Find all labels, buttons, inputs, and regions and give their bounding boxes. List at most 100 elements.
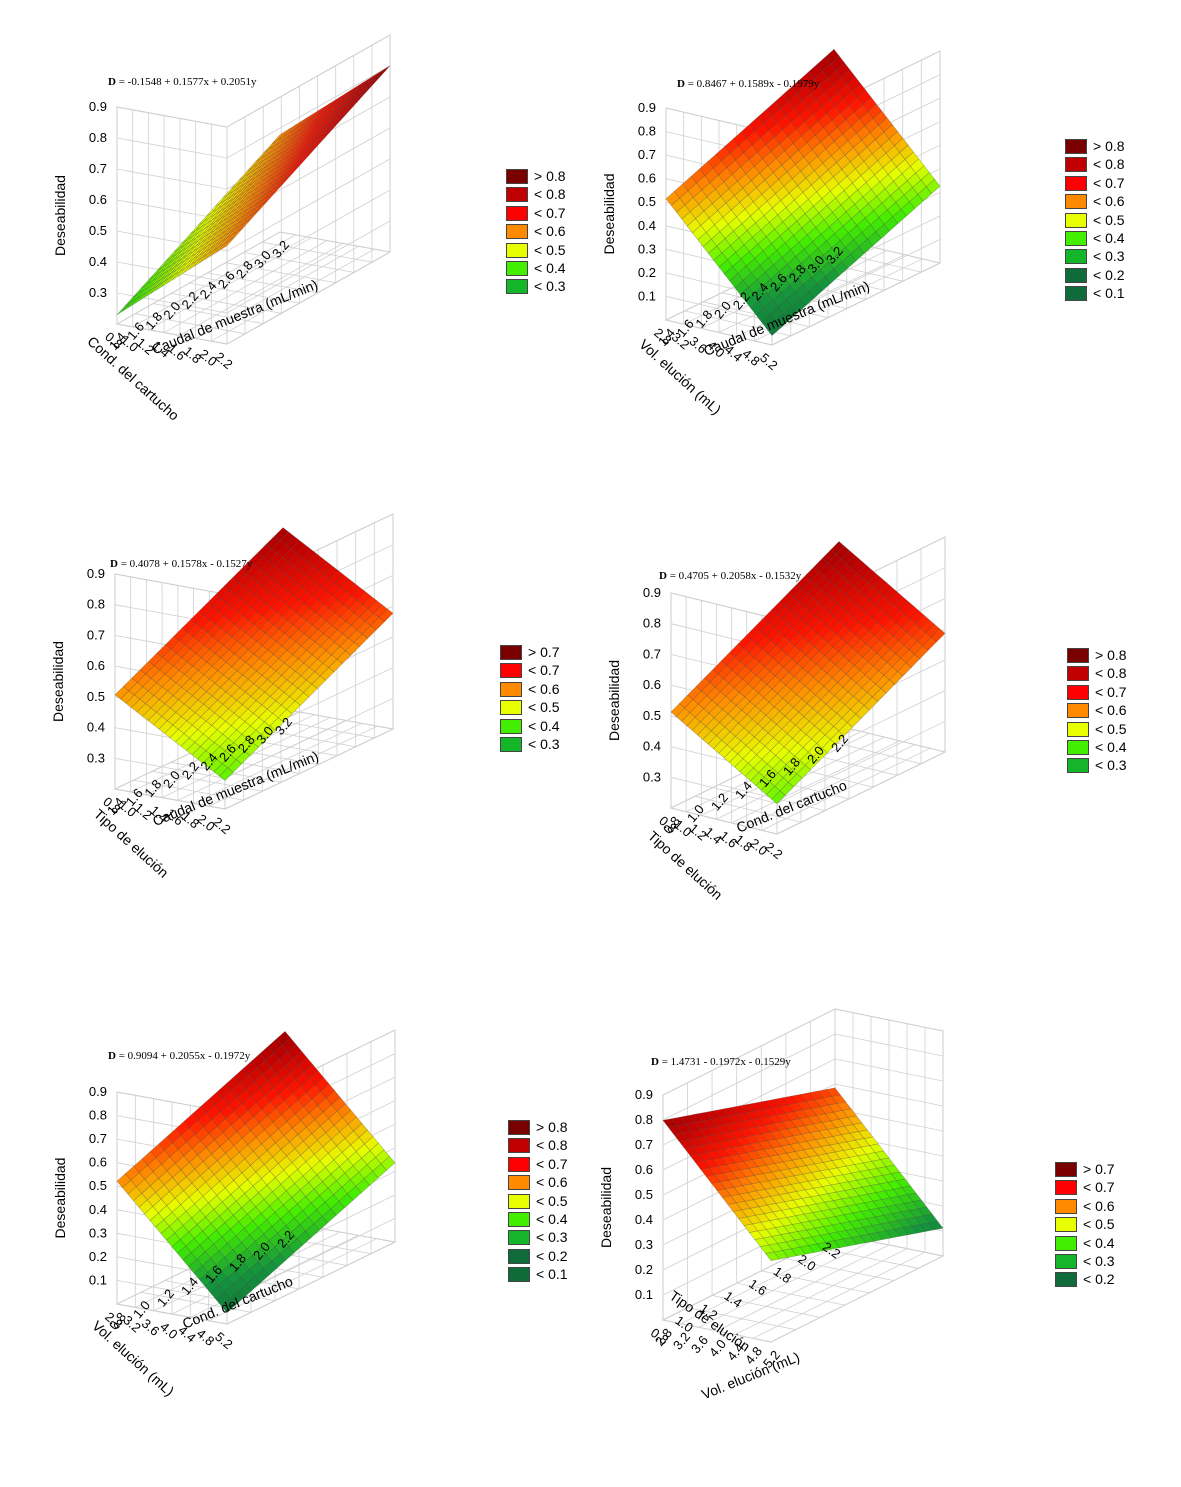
legend-swatch [500,645,522,660]
legend-swatch [506,242,528,258]
z-tick-label: 0.1 [635,1287,653,1302]
legend-item: < 0.3 [1067,757,1157,774]
legend-swatch [1065,194,1087,210]
legend-item: < 0.1 [1065,285,1155,302]
chart-surface-plot: 0.10.20.30.40.50.60.70.80.92.83.23.64.04… [601,48,942,418]
legend-item: > 0.7 [1055,1161,1145,1178]
legend-label: > 0.8 [534,168,566,184]
legend-swatch [508,1212,530,1227]
legend-swatch [506,169,528,184]
legend-swatch [1065,139,1087,154]
chart-surface-plot: 0.10.20.30.40.50.60.70.80.90.81.01.21.41… [598,1008,945,1402]
legend-label: < 0.6 [1095,702,1127,719]
legend-swatch [1065,157,1087,173]
surface-mesh [116,1030,396,1314]
legend-swatch [500,718,522,734]
z-tick-label: 0.9 [643,585,661,600]
legend-swatch [1067,758,1089,774]
legend-item: < 0.8 [508,1137,598,1154]
legend-item: < 0.5 [1065,212,1155,229]
z-tick-label: 0.7 [89,161,107,176]
legend-label: < 0.8 [1093,156,1125,173]
surface-cell [925,178,941,195]
z-tick-label: 0.5 [635,1187,653,1202]
legend-swatch [508,1156,530,1172]
legend-item: > 0.8 [1065,138,1155,155]
legend-item: < 0.4 [506,260,596,277]
z-tick-label: 0.4 [89,254,107,269]
legend-item: < 0.4 [1067,739,1157,756]
z-tick-label: 0.9 [87,566,105,581]
legend-item: > 0.8 [1067,647,1157,664]
z-tick-label: 0.7 [638,147,656,162]
legend-label: < 0.6 [528,680,560,697]
legend-item: < 0.7 [500,662,590,679]
legend-swatch [506,261,528,276]
z-tick-label: 0.5 [643,708,661,723]
z-tick-label: 0.7 [643,646,661,661]
surface-mesh [665,48,941,337]
y-tick-label: 2.2 [212,349,235,372]
legend-swatch [506,187,528,203]
legend-label: < 0.5 [1083,1216,1115,1233]
legend-item: < 0.5 [506,242,596,259]
legend-label: < 0.5 [536,1192,568,1209]
legend-item: > 0.8 [508,1119,598,1136]
legend-swatch [506,205,528,221]
legend-item: < 0.8 [1067,665,1157,682]
y-gridline [116,107,281,325]
legend-swatch [1065,231,1087,246]
chart-equation: D = 0.4078 + 0.1578x - 0.1527y [110,558,253,570]
z-tick-label: 0.7 [87,627,105,642]
gridlines [116,34,391,345]
legend-swatch [508,1193,530,1209]
chart-equation: D = 0.4705 + 0.2058x - 0.1532y [659,570,802,582]
surface-cell [376,65,391,79]
legend-swatch [1067,648,1089,663]
surface-cell [928,1220,944,1231]
surface-cell [378,608,394,622]
legend-item: < 0.1 [508,1266,598,1283]
z-tick-label: 0.3 [635,1237,653,1252]
legend-swatch [1055,1162,1077,1177]
chart-equation: D = 1.4731 - 0.1972x - 0.1529y [651,1056,791,1068]
chart-equation: D = -0.1548 + 0.1577x + 0.2051y [108,76,257,88]
z-tick-label: 0.8 [89,130,107,145]
z-tick-label: 0.5 [89,1178,107,1193]
legend-swatch [508,1267,530,1283]
z-tick-label: 0.2 [635,1262,653,1277]
legend-label: < 0.5 [534,241,566,258]
legend-item: < 0.5 [1067,721,1157,738]
legend-item: < 0.7 [508,1156,598,1173]
z-tick-label: 0.6 [89,192,107,207]
legend-item: < 0.6 [500,681,590,698]
z-tick-label: 0.6 [638,171,656,186]
legend-label: > 0.7 [528,644,560,660]
legend-swatch [506,279,528,295]
z-tick-label: 0.2 [89,1249,107,1264]
y-gridline [662,1095,772,1343]
legend-label: < 0.3 [536,1229,568,1246]
legend-item: < 0.4 [1065,230,1155,247]
z-tick-label: 0.6 [635,1162,653,1177]
legend-label: < 0.5 [528,699,560,716]
z-tick-label: 0.7 [635,1137,653,1152]
z-axis-title: Deseabilidad [601,174,617,255]
legend-label: < 0.6 [1083,1197,1115,1214]
z-tick-label: 0.6 [89,1155,107,1170]
z-axis-title: Deseabilidad [50,641,66,722]
z-tick-label: 0.9 [635,1087,653,1102]
legend-swatch [508,1230,530,1246]
chart-panel: 0.3 0.4 0.5 0.6 0.7 0.8 0.9 0.8 1.0 1.2 1.4 1.6 1.8 2… [0,496,590,991]
z-tick-label: 0.8 [87,597,105,612]
legend-item: < 0.3 [506,278,596,295]
legend-label: < 0.8 [536,1137,568,1154]
surface-mesh [114,527,394,781]
legend-label: < 0.7 [528,662,560,679]
legend-item: < 0.7 [1065,175,1155,192]
legend-label: > 0.8 [1093,138,1125,154]
z-tick-label: 0.1 [638,288,656,303]
y-gridline [195,121,359,339]
legend-item: > 0.7 [500,644,590,661]
